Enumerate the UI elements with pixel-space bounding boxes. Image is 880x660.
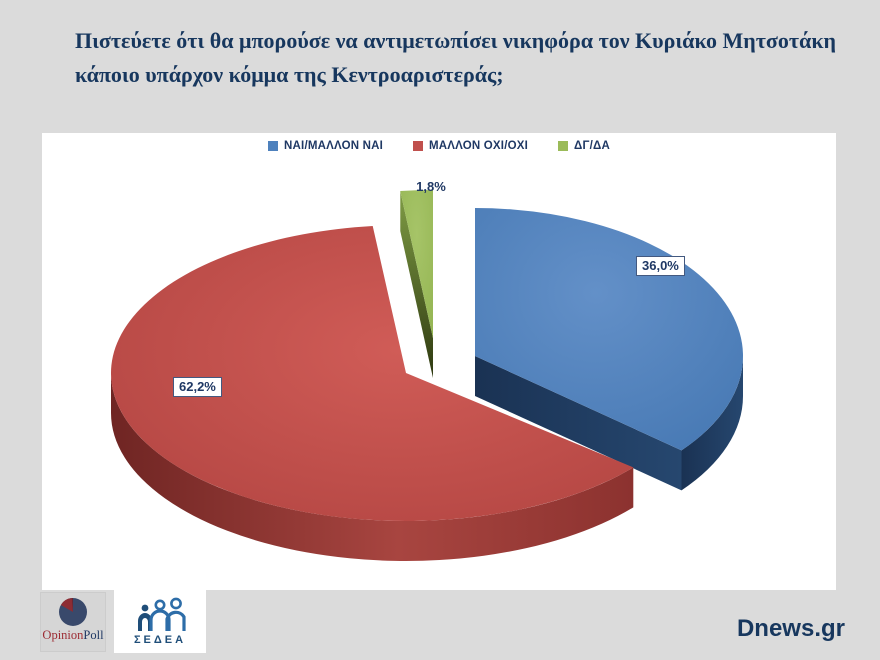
sedea-logo: ΣΕΔΕΑ [114,589,206,653]
legend-item-no: ΜΑΛΛΟΝ ΟΧΙ/ΟΧΙ [413,140,528,152]
sedea-label: ΣΕΔΕΑ [133,633,187,646]
legend-swatch-red-icon [413,141,424,151]
opinionpoll-label: OpinionPoll [42,628,104,642]
chart-legend: ΝΑΙ/ΜΑΛΛΟΝ ΝΑΙ ΜΑΛΛΟΝ ΟΧΙ/ΟΧΙ ΔΓ/ΔΑ [42,140,836,152]
pie-chart [110,190,743,561]
opinionpoll-pie-icon [59,598,87,626]
opinionpoll-logo: OpinionPoll [40,592,106,652]
legend-label: ΔΓ/ΔΑ [574,140,610,152]
sedea-people-icon [138,597,186,631]
legend-label: ΜΑΛΛΟΝ ΟΧΙ/ΟΧΙ [429,140,528,152]
legend-swatch-blue-icon [268,141,279,151]
page-title: Πιστεύετε ότι θα μπορούσε να αντιμετωπίσ… [75,28,837,87]
data-label-no: 62,2% [173,377,222,397]
data-label-yes: 36,0% [636,256,685,276]
legend-label: ΝΑΙ/ΜΑΛΛΟΝ ΝΑΙ [284,140,384,152]
legend-swatch-green-icon [558,141,568,151]
legend-item-dontknow: ΔΓ/ΔΑ [558,140,610,152]
data-label-dontknow: 1,8% [416,179,446,194]
legend-item-yes: ΝΑΙ/ΜΑΛΛΟΝ ΝΑΙ [268,140,383,152]
chart-panel: ΝΑΙ/ΜΑΛΛΟΝ ΝΑΙ ΜΑΛΛΟΝ ΟΧΙ/ΟΧΙ ΔΓ/ΔΑ [42,133,836,590]
dnews-watermark: Dnews.gr [736,615,845,642]
